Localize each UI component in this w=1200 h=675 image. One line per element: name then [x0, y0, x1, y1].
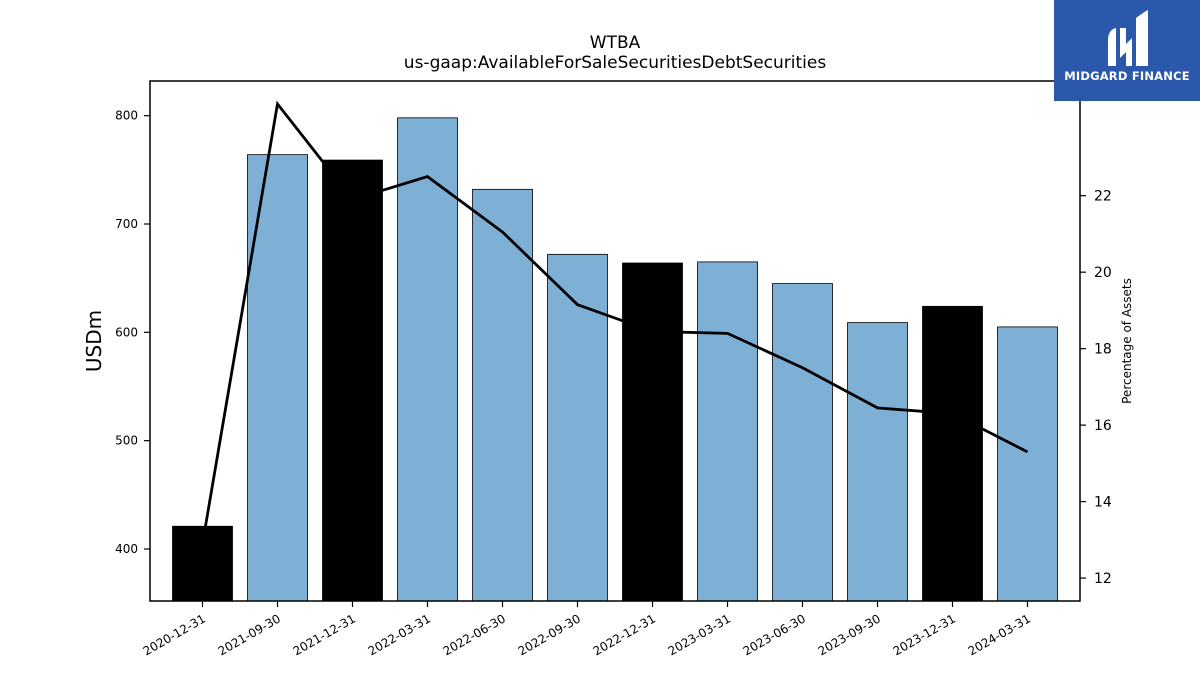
- bar: [322, 159, 383, 602]
- y-tick-label: 700: [115, 217, 138, 231]
- bar: [397, 117, 458, 602]
- bar: [472, 188, 533, 602]
- logo-text: MIDGARD FINANCE: [1064, 69, 1190, 83]
- midgard-logo-icon: [1108, 10, 1148, 66]
- bar: [772, 283, 833, 602]
- percentage-line: [201, 100, 1029, 544]
- y2-tick-label: 18: [1094, 342, 1112, 358]
- chart-subtitle: us-gaap:AvailableForSaleSecuritiesDebtSe…: [404, 53, 827, 73]
- y-tick-label: 500: [115, 434, 138, 448]
- midgard-finance-logo: MIDGARD FINANCE: [1054, 0, 1200, 101]
- x-tick-label: 2023-09-30: [816, 611, 883, 658]
- y2-tick-label: 12: [1094, 571, 1112, 587]
- x-tick-label: 2021-12-31: [291, 611, 358, 658]
- x-tick-label: 2022-12-31: [591, 611, 658, 658]
- y-tick-label: 800: [115, 109, 138, 123]
- bar: [847, 322, 908, 602]
- y2-tick-label: 22: [1094, 189, 1112, 205]
- bar: [697, 261, 758, 602]
- x-tick-label: 2020-12-31: [141, 611, 208, 658]
- y2-tick-label: 14: [1094, 495, 1112, 511]
- y-tick-label: 600: [115, 325, 138, 339]
- x-tick-label: 2022-09-30: [516, 611, 583, 658]
- x-tick-label: 2022-06-30: [441, 611, 508, 658]
- y2-tick-label: 20: [1094, 265, 1112, 281]
- x-tick-label: 2024-03-31: [966, 611, 1033, 658]
- bar: [922, 305, 983, 602]
- bar: [622, 262, 683, 602]
- chart-title: WTBA: [590, 33, 641, 53]
- y-tick-label: 400: [115, 542, 138, 556]
- bar: [997, 326, 1058, 602]
- y2-axis-label: Percentage of Assets: [1120, 278, 1134, 404]
- y2-tick-label: 16: [1094, 418, 1112, 434]
- plot-frame: [149, 80, 1081, 602]
- x-tick-label: 2021-09-30: [216, 611, 283, 658]
- bar: [547, 253, 608, 602]
- x-tick-label: 2023-06-30: [741, 611, 808, 658]
- y-axis-label: USDm: [82, 310, 106, 372]
- x-tick-label: 2023-03-31: [666, 611, 733, 658]
- x-tick-label: 2022-03-31: [366, 611, 433, 658]
- x-tick-label: 2023-12-31: [891, 611, 958, 658]
